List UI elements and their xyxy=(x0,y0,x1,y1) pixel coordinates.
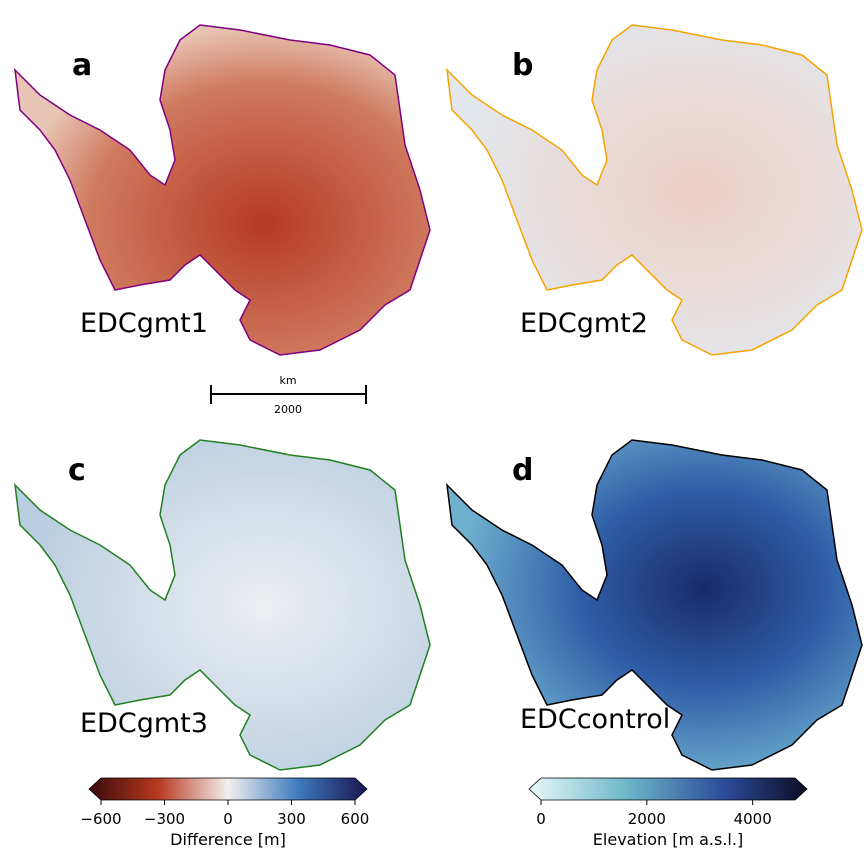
colorbar-bar xyxy=(88,777,368,801)
map-b xyxy=(446,24,863,356)
panel-label: EDCgmt2 xyxy=(520,308,648,339)
colorbar-title: Difference [m] xyxy=(170,830,286,849)
panel-label: EDCcontrol xyxy=(520,704,670,735)
colorbar-tick-label: −600 xyxy=(80,810,121,828)
colorbar: Elevation [m a.s.l.] 0 2000 4000 xyxy=(528,777,808,849)
colorbar-tick-label: 0 xyxy=(223,810,233,828)
panel-letter: b xyxy=(512,48,533,83)
scale-length: 2000 xyxy=(274,403,302,416)
map-c xyxy=(14,439,431,771)
colorbar-tick-label: 0 xyxy=(536,810,546,828)
colorbar-tick-label: 600 xyxy=(341,810,370,828)
colorbar-tick-label: 2000 xyxy=(628,810,666,828)
colorbar-tick-label: 300 xyxy=(277,810,306,828)
colorbar-bar xyxy=(528,777,808,801)
colorbar: Difference [m] −600 −300 0 300 600 xyxy=(80,777,370,849)
colorbar-title: Elevation [m a.s.l.] xyxy=(593,830,743,849)
scale-bar xyxy=(210,385,367,404)
colorbar-tick-label: −300 xyxy=(144,810,185,828)
panel-letter: a xyxy=(72,48,92,83)
panel-label: EDCgmt3 xyxy=(80,708,208,739)
colorbar-tick-label: 4000 xyxy=(734,810,772,828)
panel-label: EDCgmt1 xyxy=(80,308,208,339)
panel-letter: c xyxy=(68,453,86,488)
scale-unit: km xyxy=(279,374,296,387)
panel-letter: d xyxy=(512,453,533,488)
